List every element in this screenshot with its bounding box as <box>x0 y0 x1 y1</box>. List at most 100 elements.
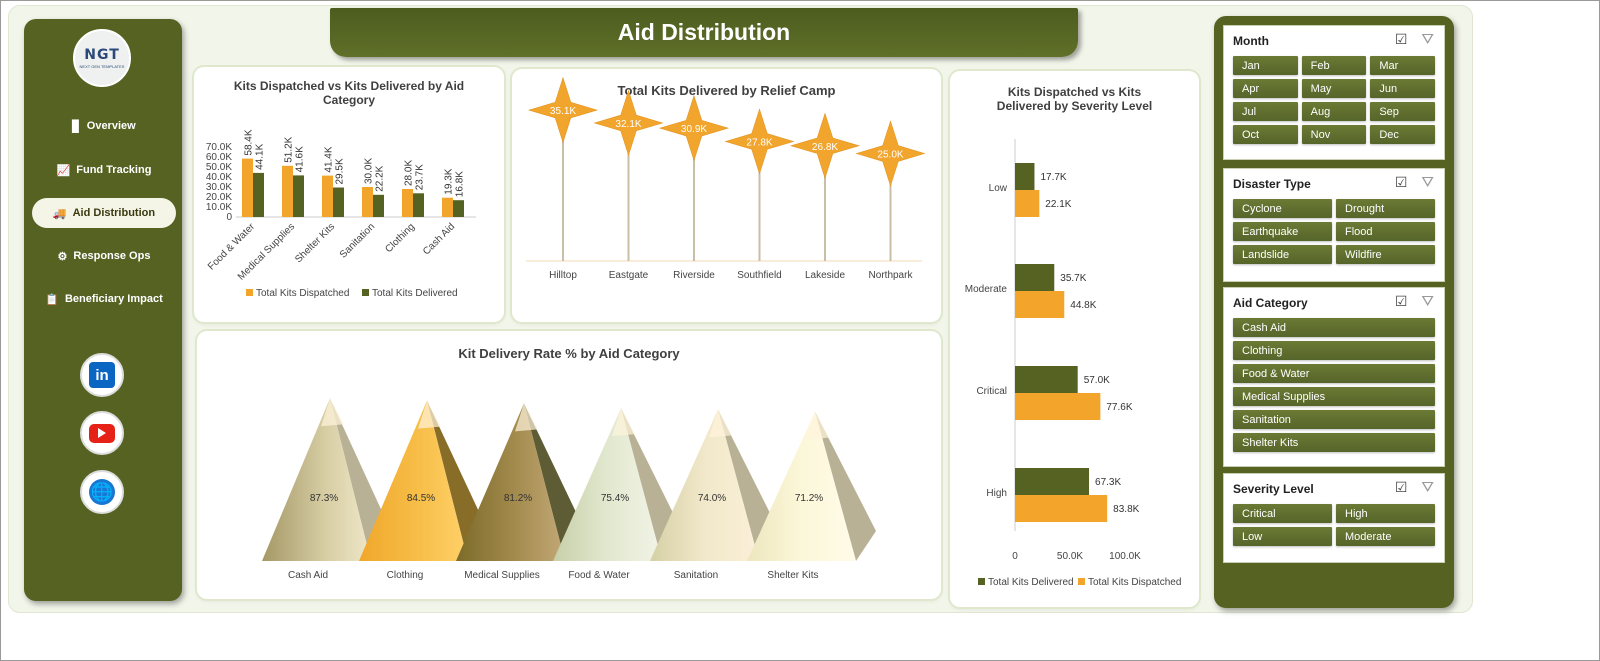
slicer-item[interactable]: Cash Aid <box>1233 318 1435 337</box>
title-banner: Aid Distribution <box>330 8 1078 57</box>
x-tick-label: Sanitation <box>674 570 718 581</box>
bar-dispatched <box>1015 495 1108 522</box>
pyramid-side <box>427 400 488 561</box>
y-tick-label: Low <box>989 183 1008 194</box>
slicer-toolbar: ☑ ⛛ <box>1395 479 1434 496</box>
youtube-link[interactable] <box>80 411 124 455</box>
slicer-item[interactable]: Jun <box>1370 79 1435 98</box>
slicer-item[interactable]: Medical Supplies <box>1233 387 1435 406</box>
nav-item-label: Aid Distribution <box>72 207 156 219</box>
nav-item-aid-distribution[interactable]: 🚚 Aid Distribution <box>32 198 176 228</box>
slicer-severity-level: Severity Level ☑ ⛛ Critical High Low Moderate <box>1223 473 1445 563</box>
slicer-item[interactable]: Moderate <box>1336 527 1435 546</box>
nav-item-label: Overview <box>86 120 136 132</box>
data-label: 22.2K <box>375 165 386 191</box>
bar-delivered <box>453 200 464 217</box>
slicer-item[interactable]: Critical <box>1233 504 1332 523</box>
chart-title: Kits Dispatched vs Kits Delivered by Sev… <box>996 85 1153 113</box>
star-marker <box>855 120 926 187</box>
slicer-aid-category: Aid Category ☑ ⛛ Cash Aid Clothing Food & Wat… <box>1223 287 1445 467</box>
nav-item-fund-tracking[interactable]: 📈 Fund Tracking <box>32 155 176 185</box>
linkedin-link[interactable]: in <box>80 353 124 397</box>
slicer-item[interactable]: Feb <box>1301 56 1367 75</box>
multi-select-icon[interactable]: ☑ <box>1394 293 1408 309</box>
panel-kits-by-category: Kits Dispatched vs Kits Delivered by Aid… <box>194 67 504 322</box>
slicer-item[interactable]: Jan <box>1233 56 1298 75</box>
slicer-item[interactable]: Mar <box>1370 56 1435 75</box>
slicer-item[interactable]: Dec <box>1370 125 1435 144</box>
data-label: 84.5% <box>407 493 435 504</box>
camp-star-chart: 35.1K Hilltop 32.1K Eastgate 30.9K Riverside 2… <box>526 76 926 281</box>
chart-title: Kits Dispatched vs Kits Delivered by Aid… <box>233 79 465 107</box>
star-marker <box>789 112 861 180</box>
chart-title: Total Kits Delivered by Relief Camp <box>617 83 836 98</box>
nav-item-overview[interactable]: ▊ Overview <box>32 111 176 141</box>
clear-filter-icon[interactable]: ⛛ <box>1421 174 1434 191</box>
slicer-item[interactable]: Cyclone <box>1233 199 1332 218</box>
data-label: 81.2% <box>504 493 532 504</box>
data-label: 51.2K <box>284 136 295 162</box>
data-label: 67.3K <box>1095 477 1121 488</box>
y-tick-label: 10.0K <box>206 202 232 213</box>
logo: NGT NEXT GEN TEMPLATES <box>73 29 131 87</box>
x-tick-label: Cash Aid <box>288 570 328 581</box>
pyramid-tip <box>709 409 732 438</box>
multi-select-icon[interactable]: ☑ <box>1394 31 1408 47</box>
x-tick-label: Eastgate <box>609 270 649 281</box>
pyramid-front <box>359 400 468 561</box>
clear-filter-icon[interactable]: ⛛ <box>1421 31 1434 48</box>
slicer-item[interactable]: Wildfire <box>1336 245 1435 264</box>
data-label: 25.0K <box>877 150 903 161</box>
nav-item-label: Response Ops <box>73 250 151 262</box>
slicer-item[interactable]: Food & Water <box>1233 364 1435 383</box>
slicer-item[interactable]: Sanitation <box>1233 410 1435 429</box>
y-tick-label: 50.0K <box>206 162 232 173</box>
globe-link[interactable]: 🌐 <box>80 470 124 514</box>
x-tick-label: 50.0K <box>1057 551 1083 562</box>
slicer-item[interactable]: Aug <box>1301 102 1367 121</box>
data-label: 17.7K <box>1040 172 1066 183</box>
slicer-item[interactable]: May <box>1301 79 1367 98</box>
slicer-item[interactable]: Low <box>1233 527 1332 546</box>
slicer-item[interactable]: Jul <box>1233 102 1298 121</box>
slicer-item[interactable]: Drought <box>1336 199 1435 218</box>
pyramid-tip <box>806 411 829 440</box>
slicer-item[interactable]: Shelter Kits <box>1233 433 1435 452</box>
nav-item-response-ops[interactable]: ⚙ Response Ops <box>32 241 176 271</box>
nav-item-label: Beneficiary Impact <box>64 293 163 305</box>
x-tick-label: Medical Supplies <box>464 570 540 581</box>
pyramid-front <box>553 408 662 561</box>
data-label: 74.0% <box>698 493 726 504</box>
clear-filter-icon[interactable]: ⛛ <box>1421 293 1434 310</box>
slicer-item[interactable]: Flood <box>1336 222 1435 241</box>
y-tick-label: 0 <box>226 212 232 223</box>
data-label: 32.1K <box>615 119 641 130</box>
slicer-item[interactable]: Earthquake <box>1233 222 1332 241</box>
bar-dispatched <box>1015 291 1065 318</box>
page-title: Aid Distribution <box>617 19 791 45</box>
delivery-rate-pyramid-chart: 87.3% Cash Aid 84.5% Clothing 81.2% Medical S… <box>262 398 876 581</box>
slicer-item[interactable]: Nov <box>1301 125 1367 144</box>
x-tick-label: Shelter Kits <box>293 221 337 265</box>
slicer-item[interactable]: Apr <box>1233 79 1298 98</box>
slicer-item[interactable]: Clothing <box>1233 341 1435 360</box>
severity-bar-chart: Low 17.7K 22.1K Moderate 35.7K 44.8K Critical 5… <box>965 139 1181 588</box>
multi-select-icon[interactable]: ☑ <box>1394 479 1408 495</box>
slicer-item[interactable]: High <box>1336 504 1435 523</box>
slicer-title: Disaster Type <box>1233 177 1311 191</box>
slicer-item[interactable]: Oct <box>1233 125 1298 144</box>
youtube-icon <box>89 423 115 443</box>
data-label: 19.3K <box>444 168 455 194</box>
nav-item-beneficiary-impact[interactable]: 📋 Beneficiary Impact <box>32 284 176 314</box>
clear-filter-icon[interactable]: ⛛ <box>1421 479 1434 496</box>
slicer-title: Month <box>1233 34 1269 48</box>
multi-select-icon[interactable]: ☑ <box>1394 174 1408 190</box>
chart-title: Kit Delivery Rate % by Aid Category <box>458 346 680 361</box>
slicer-item[interactable]: Landslide <box>1233 245 1332 264</box>
data-label: 58.4K <box>244 129 255 155</box>
data-label: 41.4K <box>324 146 335 172</box>
data-label: 44.1K <box>255 143 266 169</box>
slicer-title: Aid Category <box>1233 296 1308 310</box>
slicer-item[interactable]: Sep <box>1370 102 1435 121</box>
